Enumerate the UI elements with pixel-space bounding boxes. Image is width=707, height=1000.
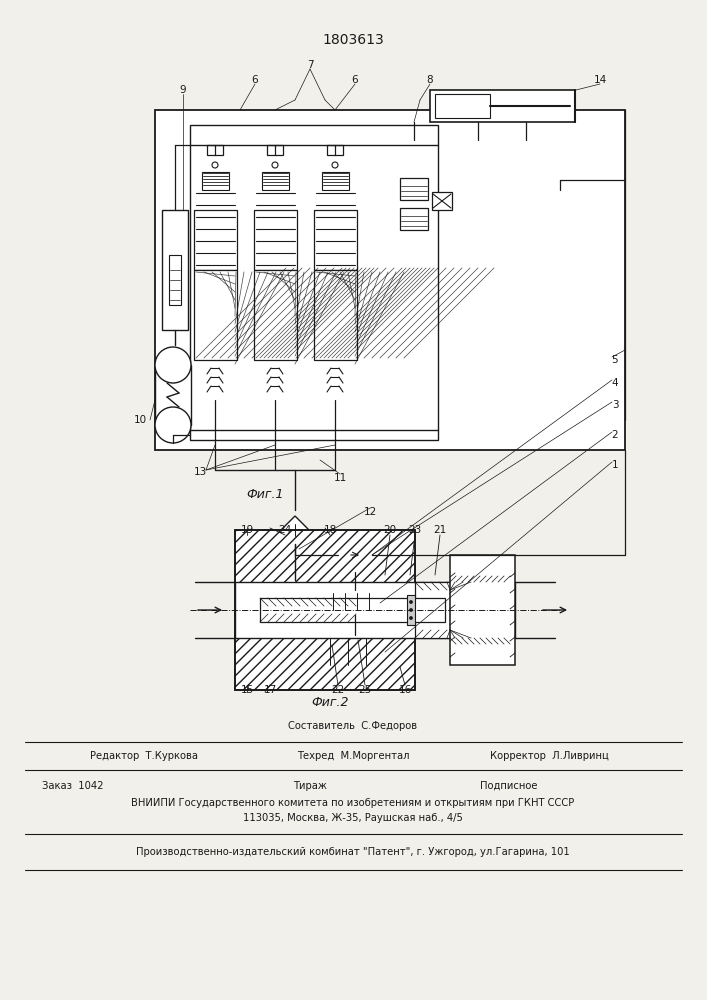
Text: 3: 3 [612, 400, 619, 410]
Bar [260, 598, 445, 622]
Text: 9: 9 [180, 85, 187, 95]
Text: 13: 13 [194, 467, 206, 477]
Text: 6: 6 [351, 75, 358, 85]
Text: 6: 6 [252, 75, 258, 85]
Text: 25: 25 [358, 685, 372, 695]
Text: 20: 20 [383, 525, 397, 535]
Bar [330, 590, 380, 615]
Text: Тираж: Тираж [293, 781, 327, 791]
Text: Заказ  1042: Заказ 1042 [42, 781, 103, 791]
Circle shape [155, 347, 191, 383]
Bar [435, 94, 490, 118]
Circle shape [212, 162, 218, 168]
Bar [155, 110, 625, 450]
Bar [314, 210, 357, 270]
Text: 17: 17 [264, 685, 276, 695]
Bar [325, 635, 385, 670]
Text: Техред  М.Моргентал: Техред М.Моргентал [297, 751, 409, 761]
Circle shape [155, 407, 191, 443]
Text: 22: 22 [332, 685, 344, 695]
Circle shape [409, 608, 412, 611]
Text: 15: 15 [240, 685, 254, 695]
Text: 11: 11 [334, 473, 346, 483]
Bar [400, 178, 428, 200]
Text: 19: 19 [240, 525, 254, 535]
Circle shape [272, 162, 278, 168]
Text: Фиг.2: Фиг.2 [311, 696, 349, 710]
Text: 2: 2 [612, 430, 619, 440]
Circle shape [338, 538, 372, 572]
Bar [407, 595, 415, 625]
Text: Корректор  Л.Ливринц: Корректор Л.Ливринц [490, 751, 609, 761]
Text: 14: 14 [593, 75, 607, 85]
Text: Подписное: Подписное [480, 781, 537, 791]
Bar [314, 270, 357, 360]
Text: Составитель  С.Федоров: Составитель С.Федоров [288, 721, 418, 731]
Bar [169, 255, 181, 305]
Circle shape [409, 600, 412, 603]
Bar [235, 530, 415, 690]
Text: 10: 10 [134, 415, 146, 425]
Text: 12: 12 [363, 507, 377, 517]
Bar [235, 582, 515, 638]
Bar [190, 125, 438, 440]
Text: 1803613: 1803613 [322, 33, 384, 47]
Text: Производственно-издательский комбинат "Патент", г. Ужгород, ул.Гагарина, 101: Производственно-издательский комбинат "П… [136, 847, 570, 857]
Text: 24: 24 [279, 525, 291, 535]
Text: 21: 21 [433, 525, 447, 535]
Circle shape [332, 162, 338, 168]
Bar [194, 210, 237, 270]
Bar [254, 210, 297, 270]
Text: Редактор  Т.Куркова: Редактор Т.Куркова [90, 751, 198, 761]
Bar [262, 172, 289, 190]
Text: 5: 5 [612, 355, 619, 365]
Text: ВНИИПИ Государственного комитета по изобретениям и открытиям при ГКНТ СССР: ВНИИПИ Государственного комитета по изоб… [132, 798, 575, 808]
Text: Фиг.1: Фиг.1 [246, 488, 284, 502]
Bar [267, 145, 283, 155]
Text: 16: 16 [398, 685, 411, 695]
Bar [415, 582, 450, 638]
Bar [400, 208, 428, 230]
Bar [450, 555, 515, 665]
Text: 7: 7 [307, 60, 313, 70]
Bar [432, 192, 452, 210]
Bar [207, 145, 223, 155]
Text: 113035, Москва, Ж-35, Раушская наб., 4/5: 113035, Москва, Ж-35, Раушская наб., 4/5 [243, 813, 463, 823]
Bar [327, 145, 343, 155]
Bar [254, 270, 297, 360]
Bar [162, 210, 188, 330]
Circle shape [409, 616, 412, 619]
Bar [194, 270, 237, 360]
Bar [430, 90, 575, 122]
Text: 8: 8 [427, 75, 433, 85]
Text: 18: 18 [323, 525, 337, 535]
Bar [155, 365, 191, 425]
Bar [202, 172, 229, 190]
Text: 1: 1 [612, 460, 619, 470]
Text: 23: 23 [409, 525, 421, 535]
Bar [235, 530, 415, 690]
Polygon shape [281, 516, 309, 544]
Bar [322, 172, 349, 190]
Text: 4: 4 [612, 378, 619, 388]
